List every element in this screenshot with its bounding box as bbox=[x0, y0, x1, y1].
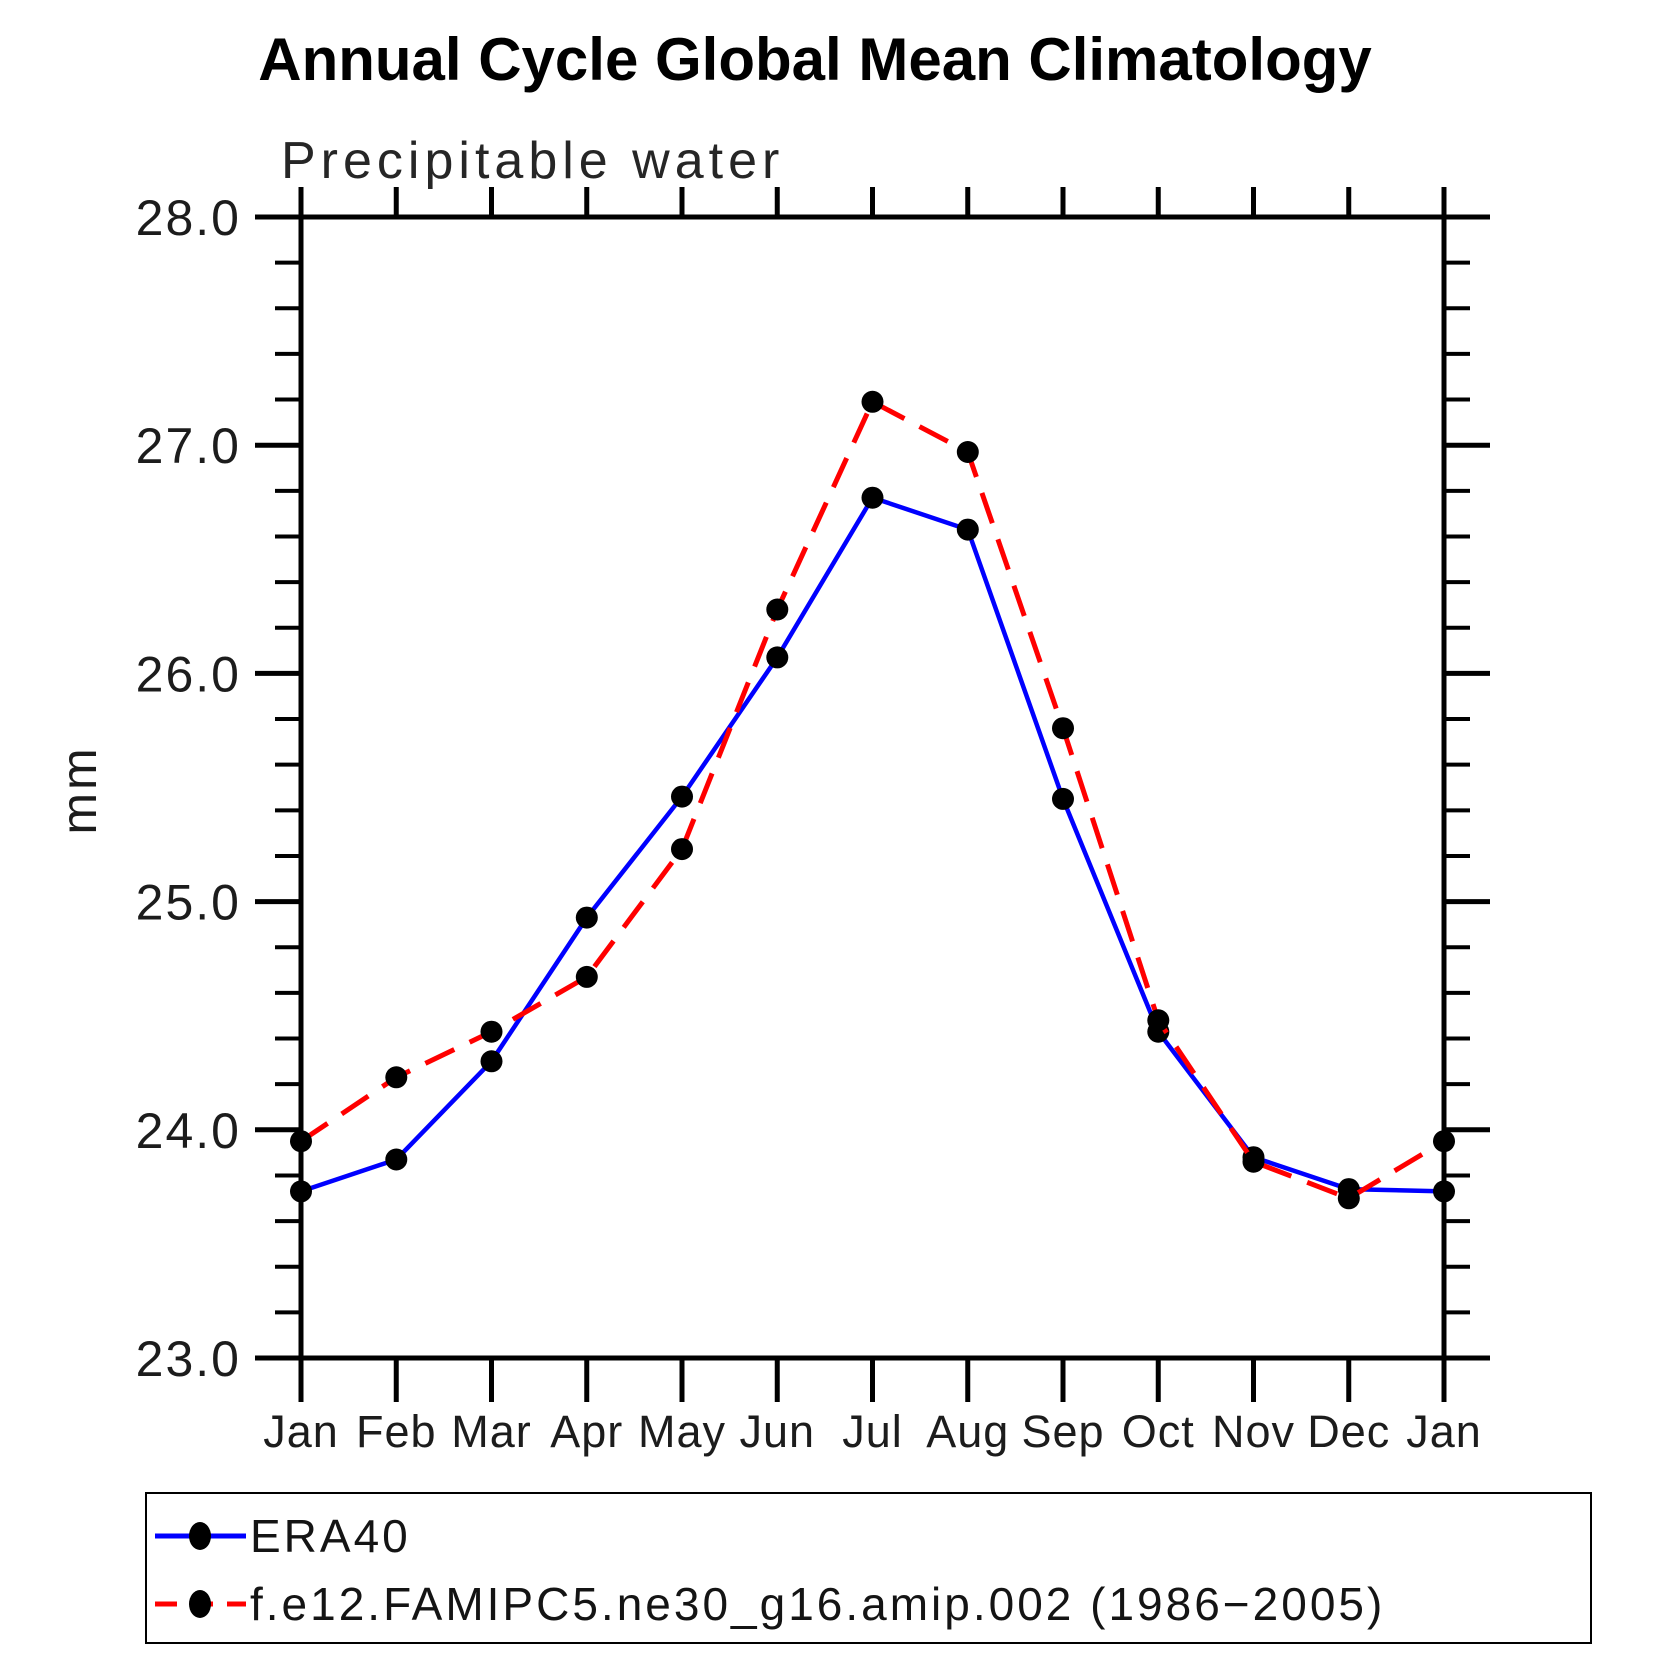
y-tick-label: 26.0 bbox=[136, 646, 241, 702]
y-tick-label: 27.0 bbox=[136, 418, 241, 474]
data-point-marker bbox=[861, 390, 884, 413]
series-era40 bbox=[290, 486, 1455, 1203]
x-tick-label: Aug bbox=[926, 1406, 1009, 1457]
x-tick-label: Mar bbox=[451, 1406, 532, 1457]
data-point-marker bbox=[290, 1180, 312, 1203]
data-point-marker bbox=[385, 1066, 408, 1089]
y-tick-label: 28.0 bbox=[136, 190, 241, 246]
data-point-marker bbox=[766, 646, 789, 669]
y-tick-label: 25.0 bbox=[136, 875, 241, 931]
x-tick-label: Oct bbox=[1122, 1406, 1195, 1457]
x-tick-label: Jan bbox=[263, 1406, 339, 1457]
x-tick-label: Feb bbox=[356, 1406, 437, 1457]
data-point-marker bbox=[766, 598, 789, 621]
y-axis-label: mm bbox=[51, 745, 107, 834]
legend-label-model: f.e12.FAMIPC5.ne30_g16.amip.002 (1986−20… bbox=[250, 1578, 1386, 1630]
x-tick-label: Sep bbox=[1021, 1406, 1104, 1457]
legend-marker-icon bbox=[189, 1522, 211, 1550]
x-tick-label: Nov bbox=[1212, 1406, 1295, 1457]
data-point-marker bbox=[1433, 1180, 1455, 1203]
y-tick-label: 23.0 bbox=[136, 1331, 241, 1387]
data-point-marker bbox=[861, 486, 884, 509]
data-point-marker bbox=[956, 518, 979, 541]
data-point-marker bbox=[1052, 717, 1074, 740]
data-point-marker bbox=[1242, 1150, 1265, 1173]
data-point-marker bbox=[575, 965, 598, 988]
legend-entry-era40: ERA40 bbox=[153, 1510, 411, 1562]
legend-label-era40: ERA40 bbox=[250, 1510, 411, 1562]
chart-subtitle: Precipitable water bbox=[281, 132, 785, 190]
legend-marker-icon bbox=[189, 1590, 211, 1618]
legend-box: ERA40 f.e12.FAMIPC5.ne30_g16.amip.002 (1… bbox=[145, 1492, 1592, 1644]
data-point-marker bbox=[671, 785, 693, 808]
data-point-marker bbox=[480, 1020, 503, 1043]
legend-entry-model: f.e12.FAMIPC5.ne30_g16.amip.002 (1986−20… bbox=[153, 1578, 1386, 1630]
x-tick-label: Jan bbox=[1406, 1406, 1482, 1457]
y-tick-label: 24.0 bbox=[136, 1103, 241, 1159]
data-point-marker bbox=[1433, 1130, 1455, 1153]
series-line bbox=[300, 494, 1445, 1194]
data-point-marker bbox=[671, 838, 693, 861]
data-point-marker bbox=[956, 441, 979, 463]
data-point-marker bbox=[1337, 1187, 1360, 1210]
x-tick-label: Jul bbox=[842, 1406, 903, 1457]
data-point-marker bbox=[480, 1050, 503, 1073]
plot-frame bbox=[298, 214, 1447, 1361]
data-point-marker bbox=[1147, 1009, 1170, 1032]
data-point-marker bbox=[575, 906, 598, 929]
x-tick-label: Jun bbox=[739, 1406, 815, 1457]
x-tick-label: Dec bbox=[1307, 1406, 1390, 1457]
data-point-marker bbox=[290, 1130, 312, 1153]
axes: 23.0 24.0 25.0 26.0 27.0 28.0 Jan Feb Mar Apr May J… bbox=[136, 187, 1490, 1457]
x-tick-label: May bbox=[638, 1406, 726, 1457]
chart-title: Annual Cycle Global Mean Climatology bbox=[258, 26, 1372, 93]
series-model bbox=[290, 390, 1455, 1210]
series-layer bbox=[290, 390, 1455, 1210]
legend-sample-era40-line bbox=[155, 1522, 246, 1550]
data-point-marker bbox=[385, 1148, 408, 1171]
x-tick-label: Apr bbox=[550, 1406, 623, 1457]
data-point-marker bbox=[1052, 787, 1074, 810]
legend-sample-model-line bbox=[155, 1590, 246, 1618]
